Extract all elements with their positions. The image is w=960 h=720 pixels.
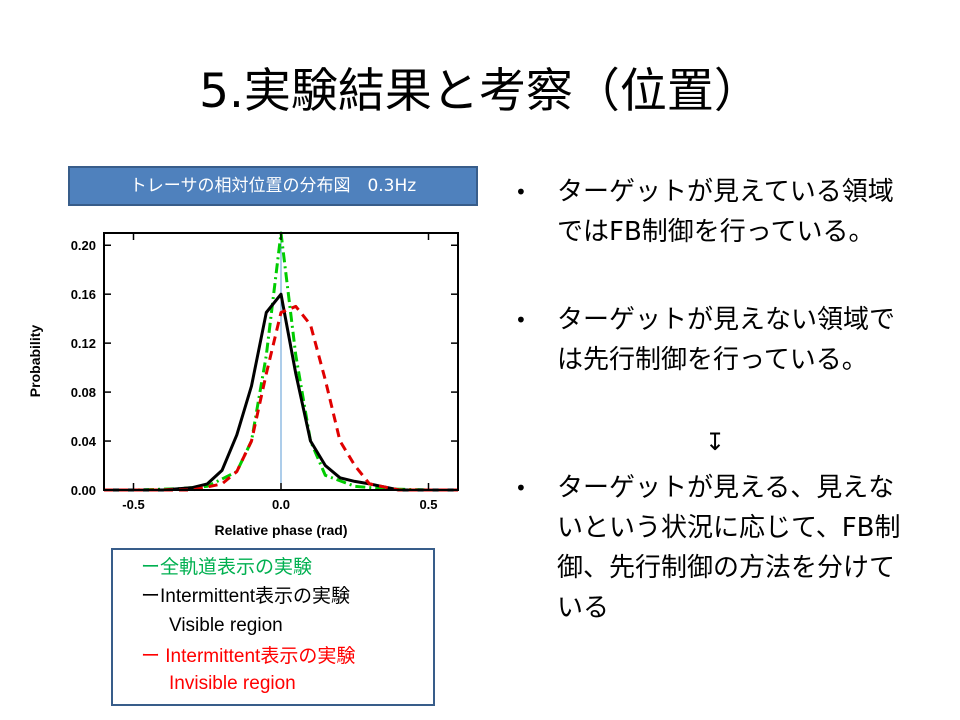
bullet-dot: • (515, 180, 527, 204)
y-tick-label: 0.20 (71, 238, 96, 253)
distribution-chart: 0.00 0.04 0.08 0.12 0.16 0.20 -0.5 0.0 0.5 Relat… (27, 231, 459, 538)
y-tick-label: 0.16 (71, 287, 96, 302)
y-tick-label: 0.08 (71, 385, 96, 400)
legend-invisible-region: Invisible region (169, 673, 296, 694)
legend-box: ー全軌道表示の実験 ーIntermittent表示の実験 Visible reg… (111, 548, 435, 706)
y-tick-label: 0.04 (71, 434, 97, 449)
down-arrow-icon: ↧ (705, 428, 726, 456)
x-tick-label: 0.5 (419, 497, 437, 512)
legend-intermittent-visible: ーIntermittent表示の実験 (141, 586, 351, 607)
legend-intermittent-invisible: ー Intermittent表示の実験 (141, 646, 356, 667)
y-tick-label: 0.12 (71, 336, 96, 351)
chart-caption: トレーサの相対位置の分布図 0.3Hz (68, 166, 478, 206)
bullet-text-3: ターゲットが見える、見えないという状況に応じて、FB制御、先行制御の方法を分けて… (557, 473, 901, 623)
y-tick-label: 0.00 (71, 483, 96, 498)
series-line-visible (104, 292, 458, 492)
bullet-text-2: ターゲットが見えない領域では先行制御を行っている。 (557, 305, 896, 375)
legend-full-trajectory: ー全軌道表示の実験 (141, 557, 313, 578)
legend-visible-region: Visible region (169, 615, 283, 636)
x-tick-label: -0.5 (122, 497, 144, 512)
series-line-invisible (104, 304, 458, 492)
x-tick-label: 0.0 (272, 497, 290, 512)
y-axis-label: Probability (27, 325, 43, 398)
bullet-dot: • (515, 476, 527, 500)
bullet-dot: • (515, 308, 527, 332)
bullet-text-1: ターゲットが見えている領域ではFB制御を行っている。 (557, 177, 894, 247)
slide-title: 5.実験結果と考察（位置） (199, 64, 761, 119)
x-axis-label: Relative phase (rad) (214, 522, 347, 538)
